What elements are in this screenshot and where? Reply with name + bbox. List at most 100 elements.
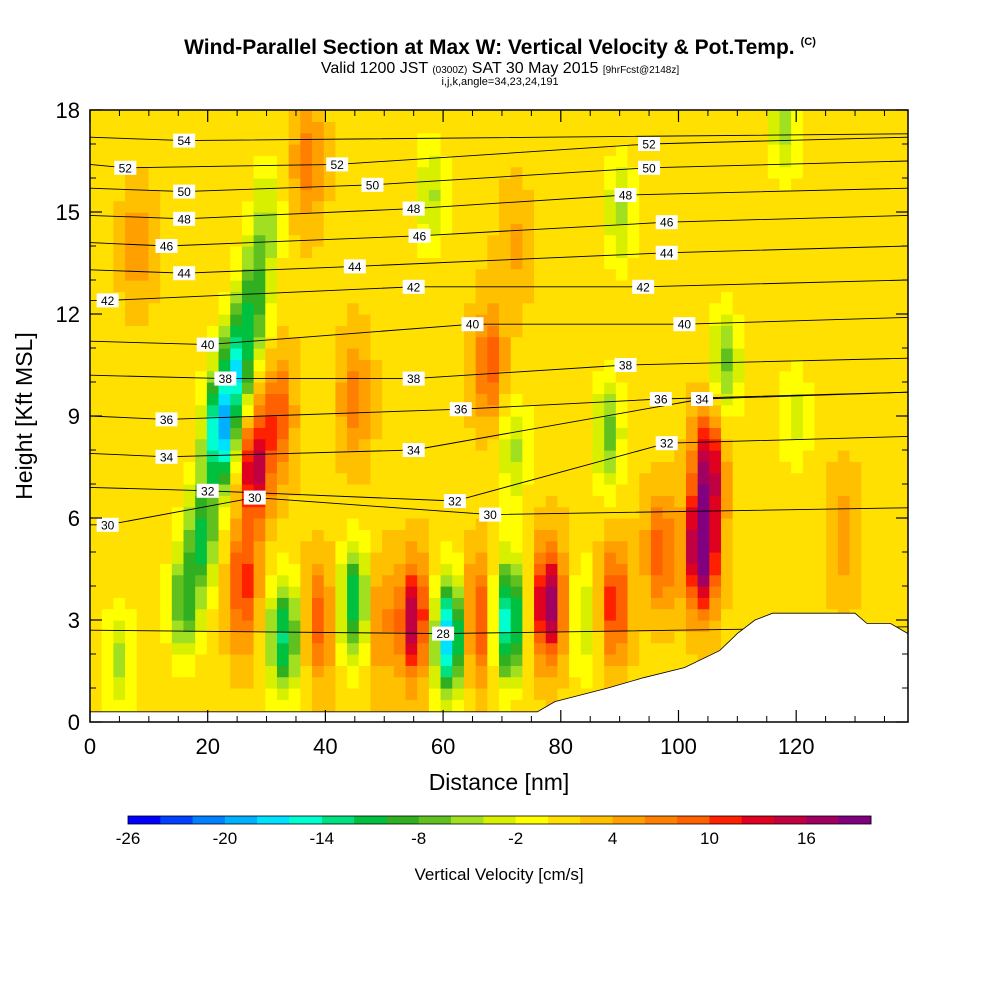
theta-label-box [114, 160, 137, 175]
velocity-cell [382, 699, 395, 712]
velocity-cell [475, 427, 488, 440]
velocity-cell [440, 178, 453, 190]
velocity-cell [463, 393, 477, 406]
velocity-cell [721, 552, 734, 564]
velocity-cell [265, 121, 278, 134]
velocity-cell [218, 212, 231, 224]
velocity-cell [674, 461, 687, 474]
velocity-cell [685, 563, 699, 576]
velocity-cell [335, 461, 348, 474]
velocity-cell [802, 348, 816, 360]
velocity-cell [393, 665, 407, 678]
velocity-cell [440, 223, 453, 236]
theta-label-text: 32 [660, 437, 674, 451]
velocity-cell [440, 359, 453, 372]
velocity-cell [195, 348, 208, 360]
velocity-cell [709, 461, 722, 474]
velocity-cell [580, 529, 594, 542]
velocity-cell [136, 110, 150, 122]
velocity-cell [358, 495, 372, 508]
velocity-cell [148, 506, 161, 519]
velocity-cell [276, 416, 290, 428]
velocity-cell [592, 654, 605, 666]
velocity-cell [463, 302, 477, 315]
velocity-cell [440, 246, 453, 258]
velocity-cell [428, 336, 442, 349]
velocity-cell [545, 178, 559, 190]
velocity-cell [125, 291, 138, 304]
velocity-cell [265, 178, 278, 190]
velocity-cell [312, 586, 325, 598]
velocity-cell [463, 144, 477, 156]
velocity-cell [756, 393, 769, 406]
velocity-cell [791, 472, 804, 485]
theta-label: 46 [155, 239, 178, 254]
velocity-cell [183, 665, 196, 678]
velocity-cell [265, 302, 278, 315]
velocity-cell [487, 382, 500, 394]
velocity-cell [709, 268, 722, 281]
velocity-cell [767, 574, 781, 587]
velocity-cell [405, 416, 418, 428]
velocity-cell [113, 586, 126, 598]
velocity-cell [393, 223, 407, 236]
velocity-cell [709, 223, 722, 236]
velocity-cell [148, 155, 161, 168]
velocity-cell [685, 654, 699, 666]
velocity-cell [452, 586, 465, 598]
velocity-cell [300, 155, 313, 168]
velocity-cell [826, 189, 839, 202]
velocity-cell [218, 393, 231, 406]
velocity-cell [452, 688, 465, 700]
velocity-cell [650, 552, 664, 564]
velocity-cell [767, 314, 781, 326]
velocity-cell [569, 688, 582, 700]
velocity-cell [896, 461, 908, 474]
velocity-cell [288, 506, 301, 519]
velocity-cell [697, 212, 710, 224]
velocity-cell [744, 484, 757, 496]
velocity-cell [721, 302, 734, 315]
velocity-cell [534, 144, 547, 156]
velocity-cell [370, 529, 383, 542]
velocity-cell [615, 280, 629, 292]
velocity-cell [849, 506, 862, 519]
velocity-cell [744, 302, 757, 315]
theta-label-text: 52 [330, 158, 344, 172]
velocity-cell [487, 631, 500, 644]
velocity-cell [861, 223, 874, 236]
velocity-cell [697, 348, 710, 360]
velocity-cell [160, 314, 173, 326]
velocity-cell [569, 438, 582, 451]
velocity-cell [358, 212, 372, 224]
velocity-cell [90, 155, 103, 168]
velocity-cell [499, 472, 512, 485]
velocity-cell [861, 518, 874, 530]
velocity-cell [463, 121, 477, 134]
velocity-cell [90, 370, 103, 383]
velocity-cell [265, 552, 278, 564]
velocity-cell [557, 495, 570, 508]
velocity-cell [499, 699, 512, 712]
velocity-cell [335, 416, 348, 428]
velocity-cell [300, 314, 313, 326]
velocity-cell [732, 178, 745, 190]
velocity-cell [872, 574, 886, 587]
velocity-cell [522, 178, 535, 190]
velocity-cell [405, 268, 418, 281]
velocity-cell [604, 416, 617, 428]
velocity-cell [230, 563, 243, 576]
velocity-cell [522, 291, 535, 304]
velocity-cell [814, 472, 827, 485]
velocity-cell [522, 450, 535, 462]
velocity-cell [837, 427, 851, 440]
velocity-cell [639, 178, 652, 190]
velocity-cell [370, 699, 383, 712]
velocity-cell [300, 688, 313, 700]
velocity-cell [580, 336, 594, 349]
colorbar-segment [806, 816, 840, 824]
velocity-cell [814, 166, 827, 179]
velocity-cell [206, 155, 220, 168]
velocity-cell [276, 586, 290, 598]
velocity-cell [826, 268, 839, 281]
